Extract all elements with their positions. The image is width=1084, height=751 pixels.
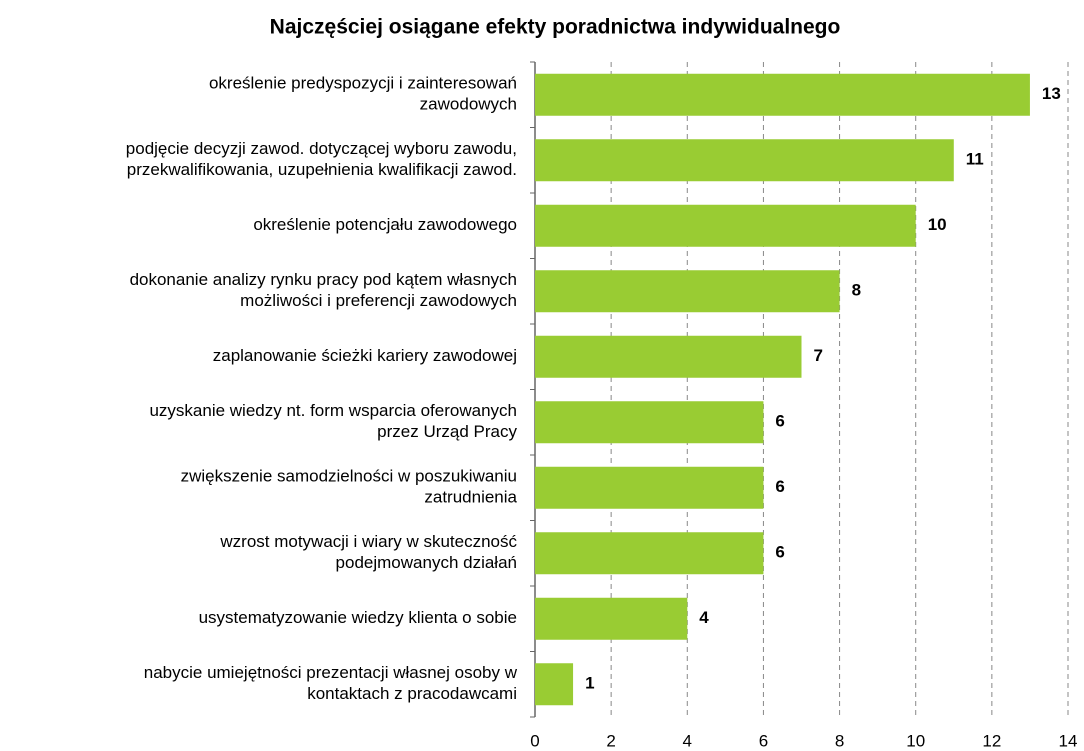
data-label: 1 xyxy=(585,674,594,693)
y-tick-label: zaplanowanie ścieżki kariery zawodowej xyxy=(213,346,517,365)
data-label: 6 xyxy=(775,412,784,431)
y-tick-label: kontaktach z pracodawcami xyxy=(307,684,517,703)
data-label: 10 xyxy=(928,215,947,234)
bar xyxy=(535,532,764,575)
bar xyxy=(535,270,840,313)
y-tick-label: zwiększenie samodzielności w poszukiwani… xyxy=(181,467,517,486)
x-tick-label: 4 xyxy=(683,731,692,750)
data-label: 11 xyxy=(966,150,984,169)
data-label: 8 xyxy=(852,281,861,300)
data-label: 4 xyxy=(699,608,709,627)
x-tick-label: 2 xyxy=(606,731,615,750)
y-tick-label: określenie predyspozycji i zainteresowań xyxy=(209,74,517,93)
y-tick-label: możliwości i preferencji zawodowych xyxy=(240,291,517,310)
bar xyxy=(535,466,764,509)
y-tick-label: określenie potencjału zawodowego xyxy=(253,215,517,234)
data-label: 6 xyxy=(775,543,784,562)
y-tick-label: podejmowanych działań xyxy=(336,553,517,572)
data-label: 7 xyxy=(814,346,823,365)
y-tick-label: podjęcie decyzji zawod. dotyczącej wybor… xyxy=(126,139,517,158)
x-tick-label: 12 xyxy=(982,731,1001,750)
bar xyxy=(535,597,688,640)
bar xyxy=(535,663,574,706)
bar xyxy=(535,335,802,378)
y-tick-label: usystematyzowanie wiedzy klienta o sobie xyxy=(199,608,517,627)
y-tick-label: uzyskanie wiedzy nt. form wsparcia ofero… xyxy=(149,401,517,420)
bar xyxy=(535,139,954,182)
x-tick-label: 14 xyxy=(1059,731,1078,750)
bar xyxy=(535,204,916,247)
y-tick-label: nabycie umiejętności prezentacji własnej… xyxy=(144,663,518,682)
x-tick-label: 10 xyxy=(906,731,925,750)
x-tick-label: 0 xyxy=(530,731,539,750)
y-tick-label: przez Urząd Pracy xyxy=(377,422,517,441)
bar xyxy=(535,401,764,444)
y-tick-label: dokonanie analizy rynku pracy pod kątem … xyxy=(130,270,517,289)
chart-title: Najczęściej osiągane efekty poradnictwa … xyxy=(270,16,841,39)
data-label: 13 xyxy=(1042,84,1061,103)
y-tick-label: wzrost motywacji i wiary w skuteczność xyxy=(219,532,517,551)
y-tick-label: zawodowych xyxy=(420,95,517,114)
bar xyxy=(535,73,1030,116)
y-tick-label: zatrudnienia xyxy=(424,488,517,507)
y-tick-label: przekwalifikowania, uzupełnienia kwalifi… xyxy=(127,160,517,179)
x-tick-label: 8 xyxy=(835,731,844,750)
data-label: 6 xyxy=(775,477,784,496)
x-tick-label: 6 xyxy=(759,731,768,750)
